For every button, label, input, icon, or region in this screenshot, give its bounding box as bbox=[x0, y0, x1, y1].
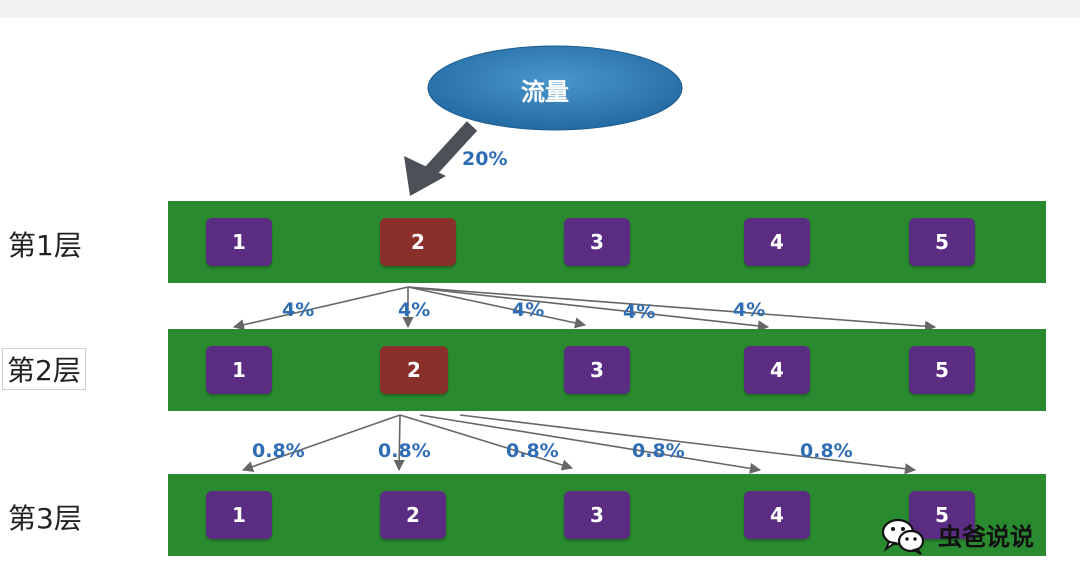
layer3-cell-1: 1 bbox=[206, 491, 272, 539]
pct-l2-1: 0.8% bbox=[252, 440, 305, 462]
layer2-cell-4: 4 bbox=[744, 346, 810, 394]
layer3-cell-2: 2 bbox=[380, 491, 446, 539]
layer-label-3: 第3层 bbox=[8, 502, 82, 535]
wechat-icon bbox=[881, 518, 925, 555]
layer2-cell-5: 5 bbox=[909, 346, 975, 394]
layer1-cell-3: 3 bbox=[564, 218, 630, 266]
layer2-cell-2: 2 bbox=[380, 346, 448, 394]
layer-label-1: 第1层 bbox=[8, 229, 82, 262]
layer2-cell-3: 3 bbox=[564, 346, 630, 394]
layer1-cell-5: 5 bbox=[909, 218, 975, 266]
layer-1: 1 2 3 4 5 bbox=[168, 201, 1046, 283]
pct-l2-4: 0.8% bbox=[632, 440, 685, 462]
source-label: 流量 bbox=[521, 78, 569, 106]
pct-l1-4: 4% bbox=[623, 301, 656, 323]
pct-l1-1: 4% bbox=[282, 299, 315, 321]
layer2-cell-1: 1 bbox=[206, 346, 272, 394]
pct-l2-2: 0.8% bbox=[378, 440, 431, 462]
layer-label-2: 第2层 bbox=[2, 348, 86, 390]
layer3-cell-5: 5 bbox=[909, 491, 975, 539]
watermark-text: 虫爸说说 bbox=[938, 523, 1034, 551]
layer1-cell-2: 2 bbox=[380, 218, 456, 266]
pct-l1-5: 4% bbox=[733, 299, 766, 321]
arrows-layer2-to-layer3 bbox=[241, 414, 917, 475]
pct-l2-3: 0.8% bbox=[506, 440, 559, 462]
entry-arrow bbox=[404, 121, 478, 196]
layer1-cell-1: 1 bbox=[206, 218, 272, 266]
arrows-layer1-to-layer2 bbox=[232, 286, 937, 332]
top-bar bbox=[0, 0, 1080, 18]
source-ellipse bbox=[427, 45, 683, 131]
layer1-cell-4: 4 bbox=[744, 218, 810, 266]
layer3-cell-4: 4 bbox=[744, 491, 810, 539]
pct-l1-2: 4% bbox=[398, 299, 431, 321]
entry-percentage: 20% bbox=[462, 148, 508, 170]
layer-2: 1 2 3 4 5 bbox=[168, 329, 1046, 411]
pct-l2-5: 0.8% bbox=[800, 440, 853, 462]
pct-l1-3: 4% bbox=[512, 299, 545, 321]
layer3-cell-3: 3 bbox=[564, 491, 630, 539]
